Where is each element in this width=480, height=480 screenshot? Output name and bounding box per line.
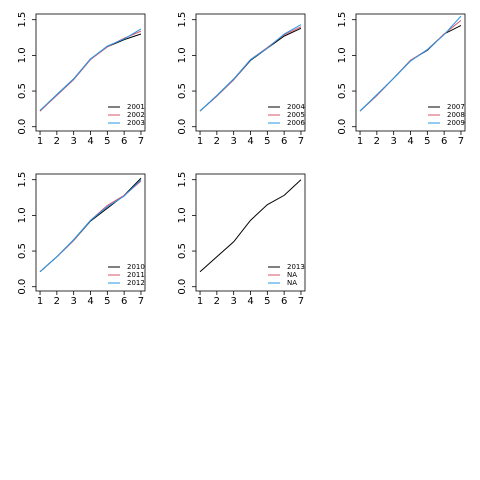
- x-tick-label: 3: [230, 296, 236, 307]
- y-tick-label: 0.0: [17, 119, 28, 135]
- x-tick-label: 1: [197, 296, 203, 307]
- x-tick-label: 5: [104, 136, 110, 147]
- x-tick-label: 4: [247, 136, 253, 147]
- x-tick-label: 3: [70, 296, 76, 307]
- y-tick-label: 1.5: [17, 172, 28, 188]
- series-line: [39, 30, 142, 112]
- legend-label: NA: [287, 279, 297, 287]
- legend-label: 2012: [127, 279, 145, 287]
- legend-label: 2011: [127, 271, 145, 279]
- legend-label: NA: [287, 271, 297, 279]
- y-tick-label: 0.5: [17, 83, 28, 99]
- x-tick-label: 1: [37, 296, 43, 307]
- x-tick-label: 6: [281, 136, 287, 147]
- x-tick-label: 3: [70, 136, 76, 147]
- y-tick-label: 1.0: [177, 207, 188, 223]
- series-line: [359, 24, 462, 112]
- y-tick-label: 1.5: [337, 12, 348, 28]
- legend-label: 2004: [287, 103, 305, 111]
- x-tick-label: 1: [197, 136, 203, 147]
- y-tick-label: 0.0: [337, 119, 348, 135]
- x-tick-label: 3: [230, 136, 236, 147]
- x-tick-label: 7: [138, 296, 144, 307]
- legend-label: 2005: [287, 111, 305, 119]
- y-tick-label: 0.0: [17, 279, 28, 295]
- legend-label: 2003: [127, 119, 145, 127]
- series-line: [39, 28, 142, 111]
- x-tick-label: 2: [374, 136, 380, 147]
- x-tick-label: 2: [54, 136, 60, 147]
- x-tick-label: 2: [214, 296, 220, 307]
- x-tick-label: 1: [37, 136, 43, 147]
- legend-label: 2008: [447, 111, 465, 119]
- y-tick-label: 1.5: [17, 12, 28, 28]
- series-line: [39, 33, 142, 112]
- series-line: [199, 27, 302, 112]
- x-tick-label: 7: [298, 296, 304, 307]
- y-tick-label: 1.0: [17, 47, 28, 63]
- x-tick-label: 6: [121, 136, 127, 147]
- y-tick-label: 1.0: [337, 47, 348, 63]
- y-tick-label: 0.0: [177, 119, 188, 135]
- y-tick-label: 1.5: [177, 172, 188, 188]
- y-tick-label: 0.0: [177, 279, 188, 295]
- y-tick-label: 0.5: [177, 83, 188, 99]
- legend-label: 2002: [127, 111, 145, 119]
- x-tick-label: 6: [121, 296, 127, 307]
- y-tick-label: 0.5: [17, 243, 28, 259]
- x-tick-label: 5: [264, 296, 270, 307]
- series-line: [39, 179, 142, 273]
- series-line: [199, 26, 302, 112]
- x-tick-label: 6: [441, 136, 447, 147]
- legend-label: 2010: [127, 263, 145, 271]
- legend-label: 2009: [447, 119, 465, 127]
- x-tick-label: 7: [138, 136, 144, 147]
- y-tick-label: 1.0: [177, 47, 188, 63]
- x-tick-label: 4: [87, 136, 93, 147]
- series-line: [199, 179, 302, 273]
- x-tick-label: 4: [247, 296, 253, 307]
- legend-label: 2006: [287, 119, 305, 127]
- x-tick-label: 5: [104, 296, 110, 307]
- series-line: [359, 15, 462, 112]
- legend-label: 2001: [127, 103, 145, 111]
- x-tick-label: 6: [281, 296, 287, 307]
- legend-label: 2013: [287, 263, 305, 271]
- x-tick-label: 7: [458, 136, 464, 147]
- y-tick-label: 0.5: [177, 243, 188, 259]
- x-tick-label: 2: [54, 296, 60, 307]
- x-tick-label: 7: [298, 136, 304, 147]
- x-tick-label: 2: [214, 136, 220, 147]
- y-tick-label: 0.5: [337, 83, 348, 99]
- x-tick-label: 4: [407, 136, 413, 147]
- series-line: [359, 20, 462, 112]
- legend-label: 2007: [447, 103, 465, 111]
- x-tick-label: 5: [424, 136, 430, 147]
- x-tick-label: 1: [357, 136, 363, 147]
- series-line: [199, 24, 302, 112]
- x-tick-label: 5: [264, 136, 270, 147]
- x-tick-label: 4: [87, 296, 93, 307]
- y-tick-label: 1.5: [177, 12, 188, 28]
- x-tick-label: 3: [390, 136, 396, 147]
- y-tick-label: 1.0: [17, 207, 28, 223]
